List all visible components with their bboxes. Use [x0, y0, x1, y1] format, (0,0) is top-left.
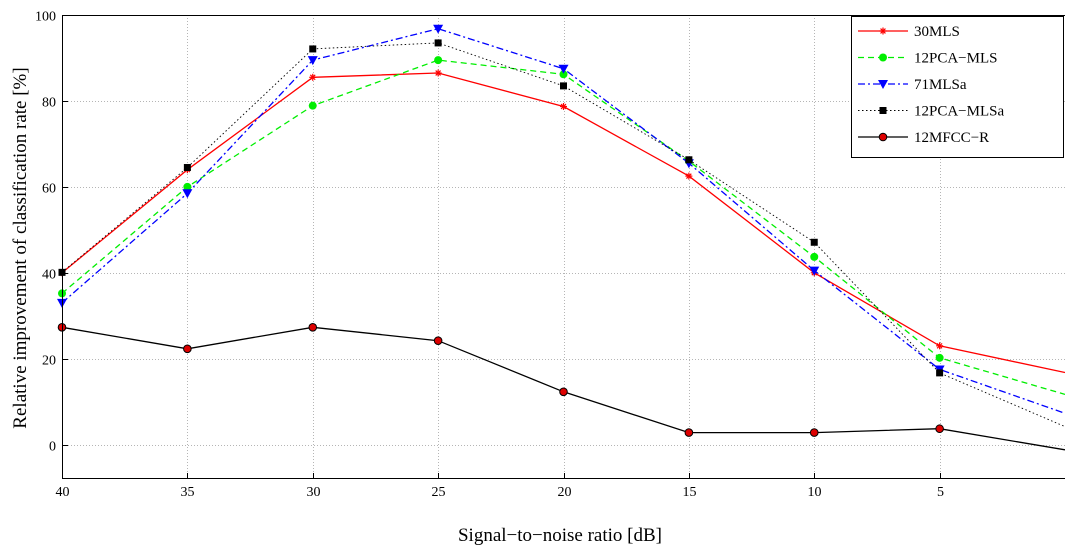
data-point-marker [184, 345, 192, 353]
legend-label: 12MFCC−R [914, 130, 989, 146]
data-point-marker [879, 54, 887, 62]
data-point-marker [560, 103, 567, 110]
legend: 30MLS 12PCA−MLS 71MLSa 12PCA−MLSa 12MFCC−R [852, 17, 1064, 158]
y-tick-label: 60 [42, 182, 56, 197]
y-axis-label: Relative improvement of classification r… [10, 67, 31, 428]
legend-label: 71MLSa [914, 77, 967, 93]
y-tick-label: 100 [35, 10, 56, 25]
data-point-marker [435, 70, 442, 77]
x-tick-label: 40 [56, 485, 70, 500]
x-tick-label: 15 [683, 485, 697, 500]
x-tick-label: 30 [307, 485, 321, 500]
data-point-marker [309, 74, 316, 81]
data-point-marker [811, 239, 818, 246]
y-tick-label: 40 [42, 268, 56, 283]
legend-label: 12PCA−MLSa [914, 104, 1004, 120]
data-point-marker [810, 429, 818, 437]
y-tick-label: 0 [49, 440, 56, 455]
data-point-marker [434, 337, 442, 345]
data-point-marker [810, 253, 818, 261]
data-point-marker [685, 156, 692, 163]
data-point-marker [560, 388, 568, 396]
data-point-marker [685, 173, 692, 180]
legend-label: 30MLS [914, 24, 960, 40]
legend-label: 12PCA−MLS [914, 51, 997, 67]
y-tick-label: 20 [42, 354, 56, 369]
data-point-marker [309, 45, 316, 52]
x-tick-label: 20 [558, 485, 572, 500]
y-tick-label: 80 [42, 96, 56, 111]
data-point-marker [880, 28, 887, 35]
data-point-marker [184, 164, 191, 171]
data-point-marker [309, 324, 317, 332]
data-point-marker [936, 369, 943, 376]
data-point-marker [309, 102, 317, 110]
x-axis-label: Signal−to−noise ratio [dB] [458, 525, 662, 546]
data-point-marker [880, 107, 887, 114]
data-point-marker [685, 429, 693, 437]
x-tick-label: 25 [432, 485, 446, 500]
data-point-marker [434, 56, 442, 64]
x-tick-label: 5 [937, 485, 944, 500]
x-tick-label: 10 [808, 485, 822, 500]
x-tick-label: 35 [181, 485, 195, 500]
data-point-marker [560, 82, 567, 89]
data-point-marker [936, 354, 944, 362]
data-point-marker [879, 133, 887, 141]
data-point-marker [936, 425, 944, 433]
data-point-marker [435, 39, 442, 46]
